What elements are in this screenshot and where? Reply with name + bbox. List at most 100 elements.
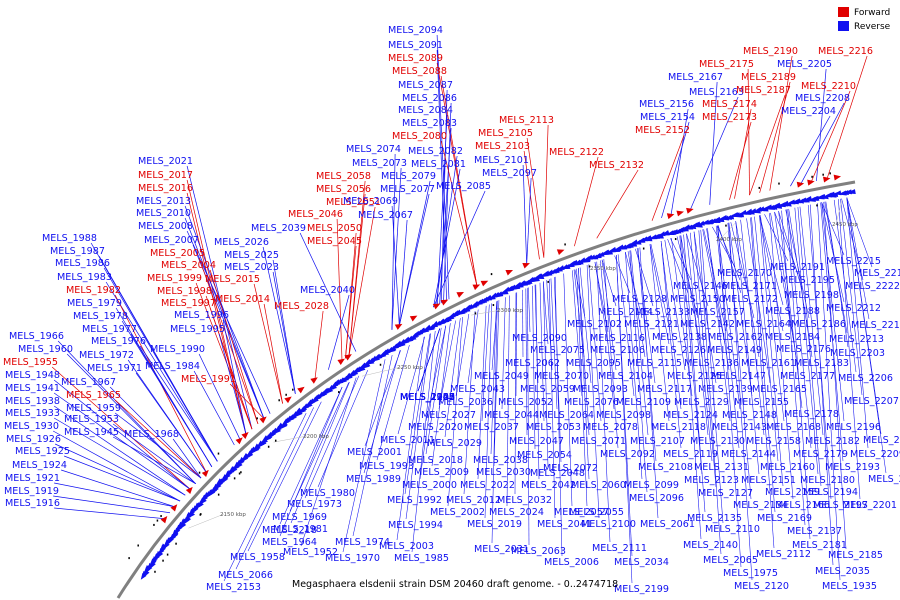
leader-line bbox=[501, 297, 506, 410]
gene-label: MELS_2212 bbox=[826, 303, 881, 314]
leader-line bbox=[263, 303, 283, 404]
gene-label: MELS_2135 bbox=[687, 513, 742, 524]
leader-line bbox=[679, 235, 702, 540]
gene-label: MELS_2187 bbox=[736, 85, 791, 96]
leader-line bbox=[586, 264, 600, 519]
gene-label: MELS_2045 bbox=[307, 236, 362, 247]
gene-label: MELS_2206 bbox=[838, 373, 893, 384]
gene-label: MELS_2138 bbox=[652, 332, 707, 343]
minor-feature bbox=[474, 312, 477, 315]
forward-feature bbox=[394, 323, 403, 330]
gene-label: MELS_1975 bbox=[723, 568, 778, 579]
leader-line bbox=[576, 268, 588, 507]
leader-line bbox=[363, 350, 401, 474]
leader-line bbox=[651, 134, 685, 221]
gene-label: MELS_2171 bbox=[722, 281, 777, 292]
gene-label: MELS_2049 bbox=[474, 371, 529, 382]
gene-label: MELS_2054 bbox=[517, 450, 572, 461]
gene-label: MELS_2063 bbox=[511, 546, 566, 557]
leader-line bbox=[846, 197, 869, 449]
minor-feature bbox=[256, 417, 258, 420]
gene-label: MELS_1989 bbox=[346, 474, 401, 485]
leader-line bbox=[751, 217, 776, 513]
gene-label: MELS_2125 bbox=[667, 371, 722, 382]
gene-label: MELS_2039 bbox=[251, 223, 306, 234]
gene-label: MELS_1974 bbox=[335, 537, 390, 548]
reverse-feature bbox=[465, 304, 474, 310]
gene-label: MELS_2038 bbox=[473, 455, 528, 466]
leader-line bbox=[491, 300, 498, 544]
leader-line bbox=[846, 197, 887, 474]
gene-label: MELS_2217 bbox=[868, 474, 900, 485]
gene-label: MELS_2040 bbox=[300, 285, 355, 296]
leader-line bbox=[198, 257, 259, 425]
leader-line bbox=[444, 318, 461, 438]
gene-label: MELS_2113 bbox=[499, 115, 554, 126]
leader-line bbox=[328, 294, 350, 370]
gene-label: MELS_2209 bbox=[850, 449, 900, 460]
gene-label: MELS_2083 bbox=[402, 118, 457, 129]
leader-line bbox=[664, 239, 686, 371]
gene-label: MELS_1952 bbox=[283, 547, 338, 558]
gene-label: MELS_2056 bbox=[316, 184, 371, 195]
leader-line bbox=[579, 267, 592, 384]
gene-label: MELS_1965 bbox=[66, 390, 121, 401]
gene-label: MELS_2014 bbox=[215, 294, 270, 305]
gene-label: MELS_1992 bbox=[387, 495, 442, 506]
gene-label: MELS_2215 bbox=[826, 256, 881, 267]
tick-label: 2250 kbp bbox=[397, 365, 423, 371]
gene-label: MELS_1997 bbox=[161, 298, 216, 309]
minor-feature bbox=[153, 523, 155, 526]
gene-label: MELS_2195 bbox=[780, 275, 835, 286]
leader-line bbox=[247, 401, 322, 552]
leader-line bbox=[436, 34, 450, 300]
gene-label: MELS_2156 bbox=[639, 99, 694, 110]
leader-line bbox=[543, 124, 549, 258]
reverse-feature bbox=[401, 336, 411, 344]
gene-label: MELS_2026 bbox=[214, 237, 269, 248]
leader-line bbox=[193, 370, 235, 446]
leader-line bbox=[336, 218, 343, 361]
reverse-feature bbox=[238, 456, 245, 463]
gene-label: MELS_1923 bbox=[400, 392, 455, 403]
scale-ticks: 2150 kbp 2200 kbp 2250 kbp 2300 kbp 2350 kbp… bbox=[188, 200, 858, 529]
leader-line bbox=[527, 287, 530, 546]
leader-line bbox=[532, 285, 536, 450]
gene-label: MELS_2000 bbox=[402, 480, 457, 491]
reverse-feature bbox=[256, 440, 264, 448]
gene-label: MELS_2080 bbox=[392, 131, 447, 142]
reverse-feature bbox=[645, 236, 653, 242]
gene-label: MELS_2112 bbox=[756, 549, 811, 560]
leader-line bbox=[54, 482, 176, 508]
gene-label: MELS_2183 bbox=[794, 358, 849, 369]
gene-label: MELS_2028 bbox=[274, 301, 329, 312]
leader-line bbox=[130, 333, 213, 468]
legend-forward-swatch bbox=[838, 7, 849, 17]
forward-feature bbox=[201, 469, 209, 478]
leader-line bbox=[728, 222, 753, 397]
leader-line bbox=[398, 219, 408, 326]
gene-label: MELS_2021 bbox=[138, 156, 193, 167]
gene-label: MELS_2082 bbox=[408, 146, 463, 157]
gene-label: MELS_2203 bbox=[830, 348, 885, 359]
gene-label: MELS_2031 bbox=[474, 544, 529, 555]
gene-label: MELS_2169 bbox=[757, 513, 812, 524]
leader-line bbox=[186, 192, 247, 435]
leader-line bbox=[345, 245, 357, 359]
minor-feature bbox=[725, 224, 727, 227]
gene-label: MELS_2004 bbox=[161, 260, 216, 271]
gene-label: MELS_2104 bbox=[598, 371, 653, 382]
gene-label: MELS_2196 bbox=[826, 422, 881, 433]
gene-label: MELS_2093 bbox=[573, 384, 628, 395]
gene-label: MELS_1968 bbox=[124, 429, 179, 440]
gene-label: MELS_2071 bbox=[571, 436, 626, 447]
leader-line bbox=[398, 193, 430, 326]
leader-line bbox=[676, 236, 699, 319]
gene-label: MELS_2048 bbox=[530, 468, 585, 479]
minor-feature bbox=[217, 452, 220, 455]
gene-label: MELS_2032 bbox=[497, 495, 552, 506]
gene-label: MELS_2027 bbox=[421, 410, 476, 421]
forward-feature bbox=[522, 262, 530, 269]
forward-feature bbox=[833, 174, 842, 181]
tick-mark bbox=[273, 435, 308, 443]
